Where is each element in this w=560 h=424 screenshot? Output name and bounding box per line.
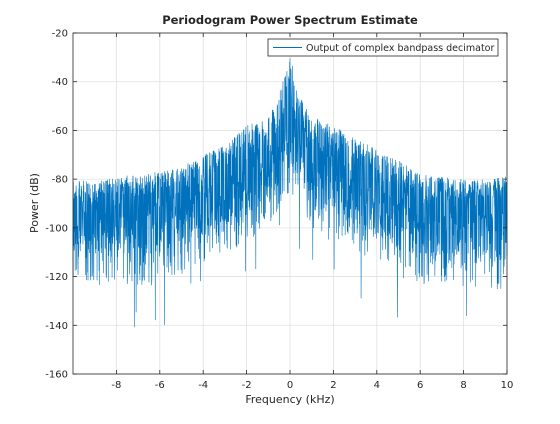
y-axis-label: Power (dB) [28, 173, 41, 233]
spectrum-series-line [72, 58, 508, 328]
y-tick-label: -100 [45, 223, 68, 234]
y-tick-label: -160 [45, 370, 68, 381]
x-tick-label: 10 [501, 380, 514, 391]
legend-entry-label: Output of complex bandpass decimator [306, 43, 494, 54]
x-tick-label: -4 [198, 380, 208, 391]
x-axis-label: Frequency (kHz) [245, 393, 334, 406]
legend-box [267, 38, 499, 57]
x-tick-label: 4 [374, 380, 380, 391]
x-tick-label: 2 [330, 380, 336, 391]
y-tick-label: -20 [52, 29, 68, 40]
y-tick-label: -140 [45, 321, 68, 332]
x-tick-label: 8 [460, 380, 466, 391]
x-tick-label: -8 [111, 380, 121, 391]
y-tick-label: -40 [52, 77, 68, 88]
x-tick-label: -6 [155, 380, 165, 391]
chart-title: Periodogram Power Spectrum Estimate [162, 13, 418, 27]
y-tick-label: -120 [45, 272, 68, 283]
legend: Output of complex bandpass decimator [267, 38, 499, 57]
x-tick-label: 6 [417, 380, 423, 391]
x-tick-label: 0 [287, 380, 293, 391]
x-tick-label: -2 [242, 380, 252, 391]
y-tick-label: -80 [52, 175, 68, 186]
y-tick-label: -60 [52, 126, 68, 137]
